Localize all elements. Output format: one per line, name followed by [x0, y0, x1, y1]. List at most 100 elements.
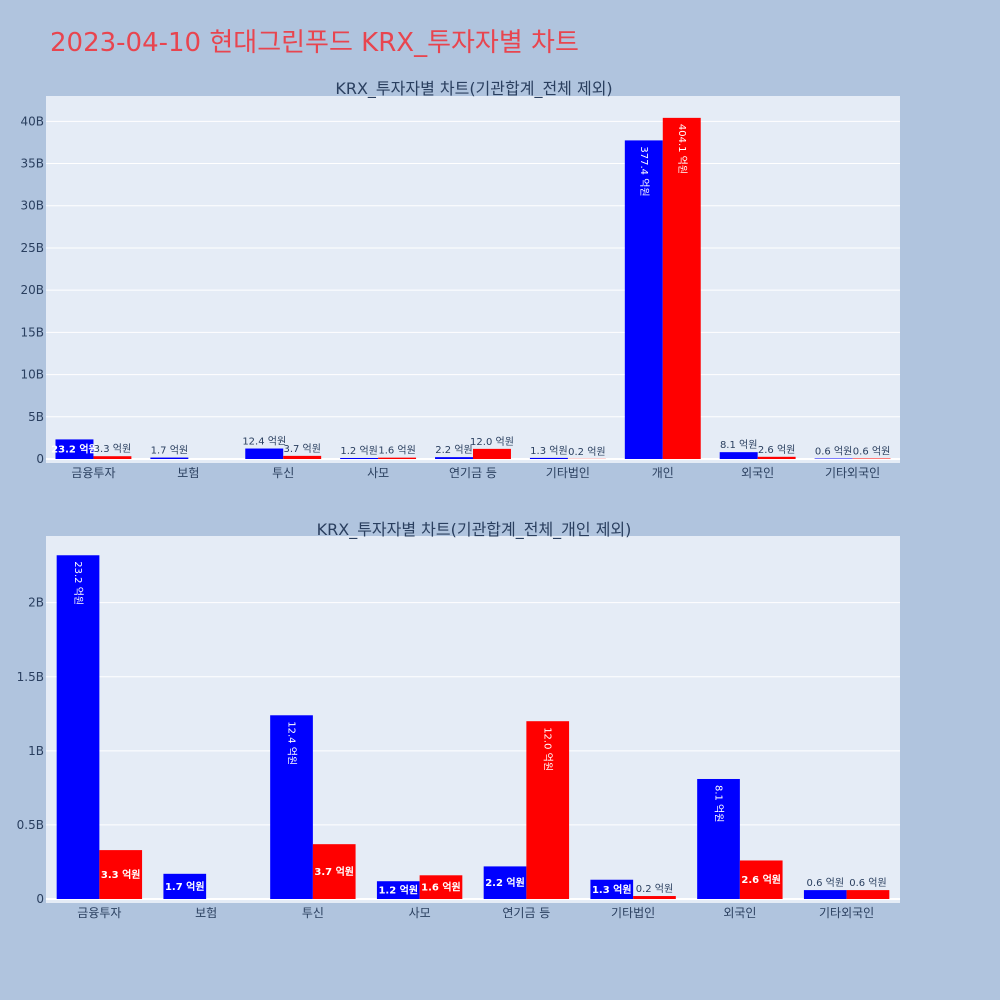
chart-title: KRX_투자자별 차트(기관합계_전체 제외): [335, 79, 612, 99]
chart-top: KRX_투자자별 차트(기관합계_전체 제외) 0 5B 10B 15B 20B 25B 30…: [20, 79, 900, 480]
bar-buy: [163, 873, 207, 899]
data-label: 12.4 억원: [286, 721, 298, 765]
x-tick-label: 기타외국인: [825, 466, 880, 480]
bar-buy: [340, 457, 379, 459]
y-tick-label: 10B: [20, 368, 44, 382]
y-tick-label: 0.5B: [17, 818, 44, 832]
data-label: 3.7 억원: [283, 443, 320, 455]
y-tick-label: 25B: [20, 241, 44, 255]
data-label: 3.3 억원: [94, 443, 131, 455]
data-label: 2.6 억원: [758, 444, 795, 456]
data-label: 12.0 억원: [542, 727, 554, 771]
bar-sell: [757, 456, 796, 459]
data-label: 2.2 억원: [435, 444, 472, 456]
data-label: 404.1 억원: [676, 124, 688, 174]
data-label: 23.2 억원: [72, 561, 84, 605]
bar-sell: [419, 875, 463, 899]
bar-sell: [99, 850, 143, 899]
bar-buy: [56, 555, 100, 899]
bar-buy: [624, 140, 663, 460]
data-label: 1.7 억원: [151, 445, 188, 457]
y-tick-label: 5B: [28, 410, 44, 424]
x-tick-label: 외국인: [741, 466, 774, 480]
data-label: 0.6 억원: [849, 877, 886, 889]
bar-sell: [662, 117, 701, 460]
chart-title: KRX_투자자별 차트(기관합계_전체_개인 제외): [317, 520, 632, 540]
data-label: 0.6 억원: [853, 445, 890, 457]
data-label: 1.7 억원: [165, 880, 205, 893]
bar-buy: [697, 778, 740, 899]
x-tick-label: 기타법인: [546, 466, 590, 480]
plot-area: [46, 96, 900, 463]
bar-buy: [803, 890, 847, 899]
y-tick-label: 0: [36, 892, 44, 906]
data-label: 23.2 억원: [51, 443, 98, 456]
x-tick-label: 기타법인: [611, 906, 655, 920]
y-tick-label: 35B: [20, 157, 44, 171]
data-label: 12.4 억원: [242, 436, 286, 448]
data-label: 377.4 억원: [638, 146, 650, 196]
bar-sell: [378, 457, 417, 459]
bar-sell: [312, 844, 356, 899]
x-tick-label: 금융투자: [71, 466, 115, 480]
data-label: 8.1 억원: [720, 439, 757, 451]
x-tick-label: 투신: [272, 466, 294, 480]
data-label: 1.6 억원: [421, 881, 461, 894]
x-tick-label: 사모: [409, 906, 431, 920]
bar-sell: [852, 458, 891, 459]
bar-sell: [93, 456, 132, 459]
x-tick-label: 연기금 등: [502, 906, 550, 920]
data-label: 1.2 억원: [378, 884, 418, 897]
bar-sell: [633, 896, 676, 899]
data-label: 1.3 억원: [530, 445, 567, 457]
data-label: 8.1 억원: [713, 785, 725, 822]
bar-sell: [739, 860, 783, 899]
y-tick-label: 40B: [20, 114, 44, 128]
x-tick-label: 사모: [367, 466, 389, 480]
x-tick-label: 기타외국인: [819, 906, 874, 920]
y-tick-label: 1B: [28, 744, 44, 758]
data-label: 0.2 억원: [568, 446, 605, 458]
data-label: 0.6 억원: [815, 445, 852, 457]
bar-sell: [526, 721, 570, 899]
x-tick-label: 개인: [652, 466, 674, 480]
chart-bottom: KRX_투자자별 차트(기관합계_전체_개인 제외) 0 0.5B 1B 1.5B 2B 금…: [17, 520, 900, 920]
data-label: 3.7 억원: [314, 865, 354, 878]
y-tick-label: 2B: [28, 596, 44, 610]
data-label: 1.2 억원: [340, 445, 377, 457]
bar-buy: [529, 457, 568, 459]
x-tick-label: 외국인: [723, 906, 756, 920]
data-label: 0.6 억원: [807, 877, 844, 889]
x-tick-label: 투신: [302, 906, 324, 920]
bar-sell: [473, 448, 511, 459]
y-tick-label: 30B: [20, 199, 44, 213]
data-label: 0.2 억원: [636, 883, 673, 895]
page-title: 2023-04-10 현대그린푸드 KRX_투자자별 차트: [50, 28, 579, 58]
y-tick-label: 20B: [20, 283, 44, 297]
plot-area: [46, 536, 900, 903]
x-tick-label: 보험: [177, 466, 199, 480]
bar-buy: [719, 452, 758, 459]
bar-sell: [283, 455, 322, 459]
bar-sell: [846, 890, 890, 899]
bar-buy: [376, 881, 420, 899]
bar-buy: [245, 448, 284, 459]
data-label: 3.3 억원: [101, 868, 141, 881]
data-label: 2.6 억원: [741, 873, 781, 886]
bar-buy: [270, 715, 313, 899]
bar-buy: [814, 458, 853, 459]
data-label: 1.3 억원: [592, 883, 632, 896]
y-tick-label: 15B: [20, 325, 44, 339]
bar-buy: [483, 866, 527, 899]
y-tick-label: 0: [36, 452, 44, 466]
x-tick-label: 금융투자: [77, 906, 121, 920]
bar-buy: [150, 457, 189, 459]
x-tick-label: 보험: [195, 906, 217, 920]
x-tick-label: 연기금 등: [449, 466, 497, 480]
data-label: 1.6 억원: [378, 445, 415, 457]
bar-buy: [435, 457, 473, 459]
data-label: 2.2 억원: [485, 876, 525, 889]
bar-buy: [55, 439, 94, 459]
data-label: 12.0 억원: [470, 436, 514, 448]
y-tick-label: 1.5B: [17, 670, 44, 684]
